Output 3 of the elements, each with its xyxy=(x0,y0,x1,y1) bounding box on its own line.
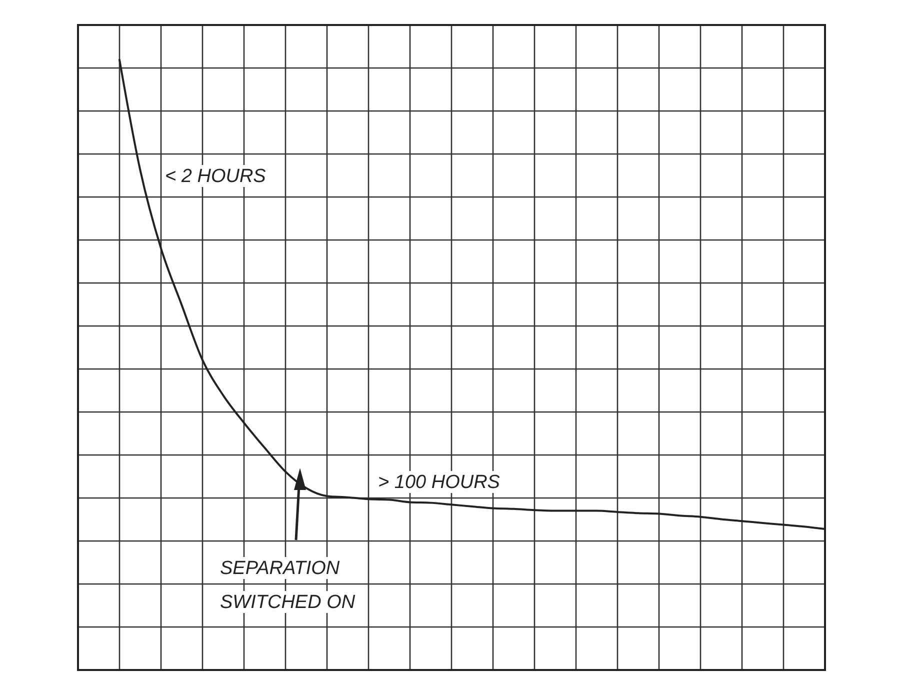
annotation: < 2 HOURS xyxy=(165,166,266,187)
annotation: > 100 HOURS xyxy=(378,472,500,493)
annotation: SEPARATION SWITCHED ON xyxy=(220,558,356,613)
